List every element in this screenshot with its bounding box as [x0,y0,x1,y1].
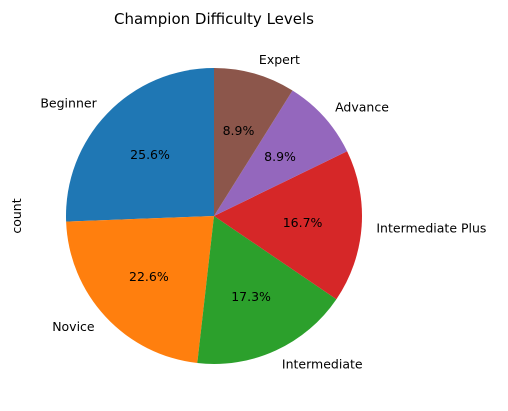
slice-label-beginner: Beginner [40,96,97,111]
slice-percent-intermediate: 17.3% [231,289,271,304]
slice-percent-beginner: 25.6% [130,147,170,162]
slice-percent-novice: 22.6% [129,269,169,284]
chart-title: Champion Difficulty Levels [114,10,314,28]
pie-slice-expert [214,68,293,216]
pie-labels: Beginner 25.6% Novice 22.6% Intermediate 17.3… [40,52,486,371]
y-axis-label: count [9,198,24,233]
slice-label-expert: Expert [259,52,300,67]
slice-percent-advance: 8.9% [264,149,296,164]
slice-label-intermediate-plus: Intermediate Plus [376,220,486,235]
pie-slice-advance [214,90,348,216]
pie-slice-intermediate [197,216,337,365]
pie-slices [66,68,362,365]
slice-label-advance: Advance [335,100,389,115]
slice-percent-intermediate-plus: 16.7% [283,215,323,230]
pie-slice-novice [66,216,214,364]
pie-slice-beginner [66,68,214,222]
slice-percent-expert: 8.9% [223,123,255,138]
pie-slice-intermediate-plus [214,151,362,300]
slice-label-novice: Novice [52,319,95,334]
slice-label-intermediate: Intermediate [282,356,363,371]
